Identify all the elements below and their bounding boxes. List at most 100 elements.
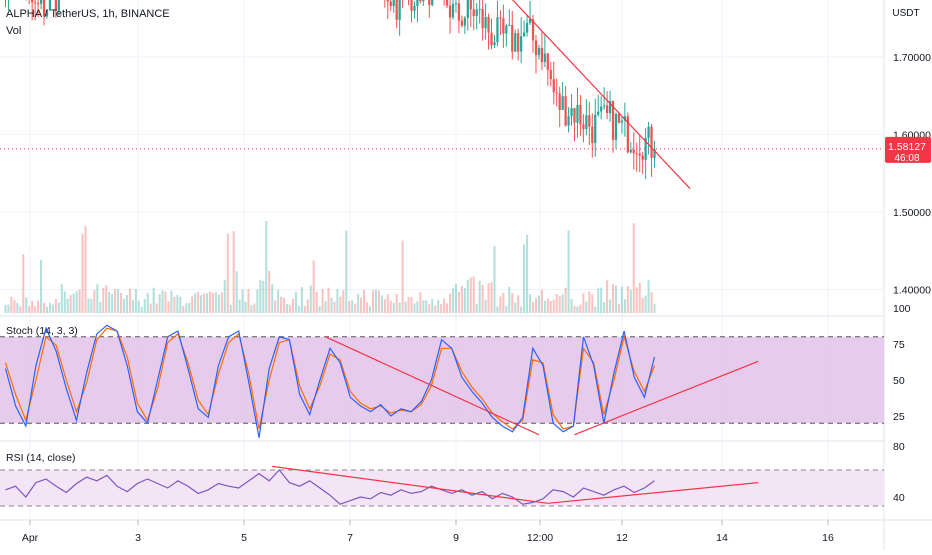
volume-bar xyxy=(570,298,573,313)
candle-body xyxy=(608,101,612,114)
volume-bar xyxy=(22,254,25,313)
volume-bar xyxy=(324,301,327,313)
volume-bar xyxy=(529,294,532,313)
volume-bar xyxy=(19,306,22,313)
volume-bar xyxy=(211,293,214,313)
candle-body xyxy=(543,53,546,62)
volume-bar xyxy=(87,298,90,313)
volume-bar xyxy=(197,291,200,313)
volume-bar xyxy=(446,303,449,313)
volume-bar xyxy=(650,291,653,313)
volume-bar xyxy=(380,295,383,313)
stoch-tick-label: 75 xyxy=(893,339,905,351)
volume-bar xyxy=(226,233,229,313)
volume-bar xyxy=(125,294,129,313)
candle-body xyxy=(484,17,487,29)
candle-body xyxy=(39,0,43,4)
volume-bar xyxy=(120,292,123,313)
volume-bar xyxy=(505,306,508,313)
volume-label[interactable]: Vol xyxy=(6,25,22,37)
candle-body xyxy=(620,120,624,123)
volume-bar xyxy=(137,300,140,313)
countdown-value: 46:08 xyxy=(894,153,919,164)
volume-bar xyxy=(443,298,446,313)
volume-bar xyxy=(472,276,475,313)
volume-bar xyxy=(606,280,609,313)
volume-bar xyxy=(416,301,419,313)
volume-bar xyxy=(214,292,217,313)
volume-bar xyxy=(69,295,72,313)
time-tick-label: 3 xyxy=(135,532,141,544)
volume-bar xyxy=(31,300,34,313)
candle-body xyxy=(564,96,567,126)
volume-bar xyxy=(37,300,40,313)
volume-bar xyxy=(265,220,268,313)
candle-body xyxy=(549,69,552,80)
candle-body xyxy=(490,32,493,46)
volume-bar xyxy=(404,301,407,313)
candle-body xyxy=(650,126,653,158)
candle-body xyxy=(508,25,511,27)
volume-bar xyxy=(128,288,131,313)
volume-bar xyxy=(543,300,546,313)
candle-body xyxy=(552,79,555,93)
volume-bar xyxy=(54,299,57,313)
candle-body xyxy=(499,17,502,19)
last-price-value: 1.58127 xyxy=(888,141,926,153)
volume-bar xyxy=(345,230,348,313)
volume-bar xyxy=(114,289,117,313)
volume-bar xyxy=(235,271,238,313)
candle-body xyxy=(546,53,549,70)
volume-bar xyxy=(330,297,333,313)
volume-bar xyxy=(250,304,253,313)
price-trendline xyxy=(511,0,691,190)
volume-bar xyxy=(617,303,620,313)
volume-bar xyxy=(336,289,339,313)
candle-body xyxy=(653,148,656,158)
candle-body xyxy=(561,96,564,110)
volume-bar xyxy=(268,271,271,313)
price-tick-label: 1.70000 xyxy=(893,52,931,64)
candle-body xyxy=(45,9,49,17)
volume-bar xyxy=(573,305,576,313)
price-tick-label: 1.40000 xyxy=(893,285,931,297)
volume-bar xyxy=(348,301,351,313)
stoch-trendline xyxy=(574,360,759,436)
candle-body xyxy=(31,0,34,3)
volume-bar xyxy=(200,295,203,313)
volume-bar xyxy=(229,304,232,313)
candles xyxy=(4,0,656,180)
volume-bar xyxy=(274,300,277,313)
volume-bar xyxy=(327,287,330,313)
candle-body xyxy=(644,138,647,160)
candle-body xyxy=(605,105,609,114)
symbol-title[interactable]: ALPHA / TetherUS, 1h, BINANCE xyxy=(6,8,170,20)
time-tick-label: 12 xyxy=(616,532,628,544)
stoch-k-line xyxy=(4,324,656,438)
volume-bar xyxy=(81,233,84,313)
volume-bar xyxy=(549,301,552,313)
volume-bar xyxy=(60,284,63,313)
stoch-tick-label: 25 xyxy=(893,411,905,423)
volume-bar xyxy=(131,300,134,313)
volume-bar xyxy=(484,299,487,313)
volume-bar xyxy=(108,291,111,313)
candle-body xyxy=(469,0,472,10)
volume-bar xyxy=(170,290,173,313)
rsi-title[interactable]: RSI (14, close) xyxy=(6,452,76,464)
volume-bar xyxy=(223,280,226,313)
volume-bar xyxy=(478,280,481,313)
stoch-title[interactable]: Stoch (14, 3, 3) xyxy=(6,325,78,337)
volume-bar xyxy=(66,298,69,313)
currency-label: USDT xyxy=(892,8,919,19)
volume-bar xyxy=(72,293,75,313)
volume-bar xyxy=(117,289,120,313)
candle-body xyxy=(487,17,490,33)
volume-bar xyxy=(454,283,457,313)
volume-bar xyxy=(105,285,108,313)
volume-bar xyxy=(514,302,517,313)
candle-body xyxy=(422,0,425,2)
price-tick-label: 1.50000 xyxy=(893,207,931,219)
volume-bar xyxy=(57,302,60,313)
